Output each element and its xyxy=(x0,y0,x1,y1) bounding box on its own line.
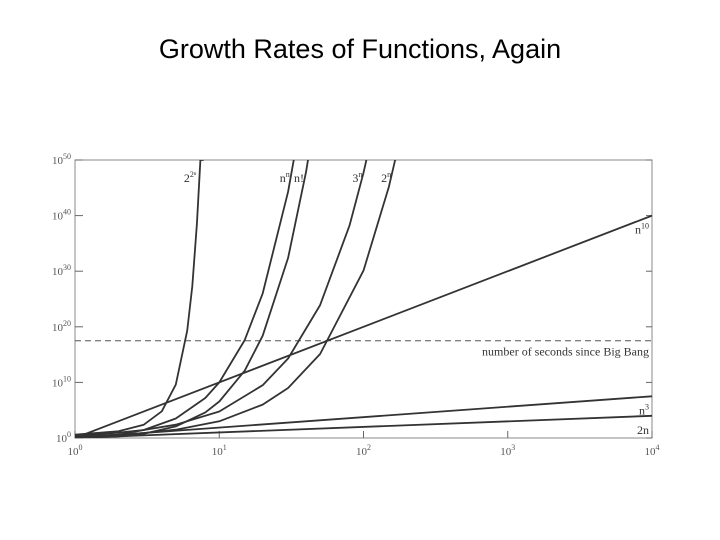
series-label-2: n! xyxy=(294,171,304,185)
plot-frame xyxy=(74,159,653,439)
series-label-0: 22ⁿ xyxy=(184,170,197,185)
series-line-3 xyxy=(75,160,368,437)
x-tick-label: 103 xyxy=(500,443,515,458)
slide-title: Growth Rates of Functions, Again xyxy=(158,34,562,64)
series-label-5: n10 xyxy=(635,222,649,237)
big-bang-reference-label: number of seconds since Big Bang xyxy=(482,345,649,359)
series-line-6 xyxy=(75,395,652,438)
series-line-0 xyxy=(75,160,204,436)
series-line-2 xyxy=(75,160,309,438)
series-lines xyxy=(75,160,652,438)
series-line-4 xyxy=(75,160,397,438)
series-label-1: nn xyxy=(280,170,290,185)
y-tick-label: 1020 xyxy=(52,319,71,334)
series-labels: 22ⁿ nn n! 3n 2n n10 n3 2n xyxy=(184,170,649,437)
series-line-5 xyxy=(75,214,652,438)
y-tick-label: 1010 xyxy=(52,374,71,389)
y-tick-label: 100 xyxy=(56,430,71,445)
series-label-4: 2n xyxy=(381,170,391,185)
series-label-7: 2n xyxy=(637,423,649,437)
reference-lines: number of seconds since Big Bang xyxy=(75,340,652,359)
x-tick-label: 104 xyxy=(645,443,660,458)
series-label-3: 3n xyxy=(352,170,362,185)
x-tick-label: 100 xyxy=(68,443,83,458)
y-tick-label: 1050 xyxy=(52,152,71,167)
x-tick-label: 102 xyxy=(356,443,371,458)
x-tick-label: 101 xyxy=(212,443,227,458)
y-tick-label: 1040 xyxy=(52,208,71,223)
series-label-6: n3 xyxy=(639,402,649,417)
series-line-1 xyxy=(75,160,295,438)
series-line-7 xyxy=(75,414,652,438)
y-tick-label: 1030 xyxy=(52,263,71,278)
